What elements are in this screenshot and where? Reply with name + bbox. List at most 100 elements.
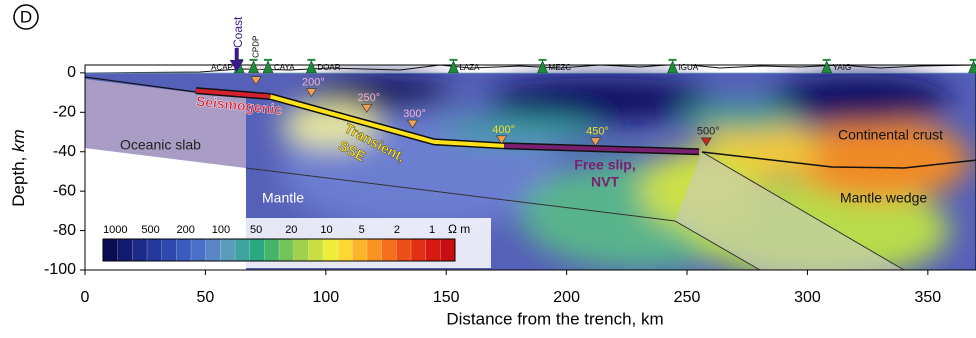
colorbar-cell [323, 239, 338, 261]
colorbar-tick-label: 5 [359, 224, 365, 236]
x-tick-label: 50 [197, 289, 215, 306]
colorbar-cell [191, 239, 206, 261]
interface-segment [503, 143, 700, 154]
plot-frame [84, 64, 976, 271]
colorbar-cell [103, 239, 118, 261]
y-axis-label: Depth, km [9, 129, 28, 206]
temperature-marker [496, 135, 508, 145]
x-tick-label: 100 [312, 289, 339, 306]
y-tick-label: -100 [44, 261, 76, 278]
colorbar-tick-label: 20 [285, 224, 297, 236]
x-tick-label: 150 [433, 289, 460, 306]
temperature-marker [406, 119, 419, 129]
colorbar-cell [264, 239, 280, 261]
colorbar-unit: Ω m [448, 222, 470, 236]
station-marker [447, 60, 459, 74]
temperature-label: 450° [586, 126, 609, 138]
temperature-marker [305, 88, 317, 98]
y-tick-label: -80 [53, 222, 76, 239]
interface-segment [195, 88, 271, 99]
region-label: Mantle [262, 190, 304, 206]
temperature-marker [700, 137, 712, 147]
resistivity-field [85, 65, 976, 270]
colorbar-frame [102, 238, 456, 262]
temperature-label: 200° [302, 76, 325, 88]
colorbar-cell [425, 239, 441, 261]
interface-segment [269, 94, 505, 148]
colorbar-tick-label: 200 [177, 224, 195, 236]
colorbar-cell [337, 239, 353, 261]
station-label: CPDP [252, 36, 261, 58]
coast-arrow-head [229, 60, 244, 72]
station-label: CAYA [274, 63, 295, 72]
station-label: MEZC [549, 63, 572, 72]
colorbar-cell [235, 239, 250, 261]
station-marker [968, 60, 976, 74]
colorbar-cell [161, 239, 177, 261]
station-marker [262, 60, 274, 74]
colorbar-cell [440, 239, 456, 261]
y-axis-label-text: Depth, [9, 152, 28, 207]
x-axis-label: Distance from the trench, km [446, 309, 663, 328]
colorbar-cell [381, 239, 397, 261]
y-tick-label: -40 [53, 143, 76, 160]
y-axis-label-unit: km [9, 129, 28, 152]
x-tick-label: 250 [674, 289, 701, 306]
station-marker [248, 60, 260, 74]
colorbar-cell [293, 239, 309, 261]
station-label: IGUA [679, 63, 699, 72]
colorbar-cell [147, 239, 162, 261]
interface-label: NVT [591, 174, 619, 190]
marks: 150°200°250°300°400° 450° 500°ACAPCPDPCAYA… [96, 16, 976, 268]
colorbar-tick-label: 2 [394, 224, 400, 236]
colorbar-cell [176, 239, 192, 261]
station-marker [667, 60, 679, 74]
panel-label: D [20, 7, 32, 26]
colorbar-tick-label: 1 [429, 224, 435, 236]
colorbar-cell [205, 239, 221, 261]
coast-label: Coast [231, 16, 245, 48]
temperature-label: 500° [697, 126, 720, 138]
y-tick-label: -60 [53, 182, 76, 199]
x-tick-label: 300 [794, 289, 821, 306]
x-tick-label: 200 [553, 289, 580, 306]
temperature-marker [589, 137, 602, 147]
colorbar-tick-label: 50 [250, 224, 262, 236]
colorbar-tick-label: 500 [141, 224, 159, 236]
station-label: DOAR [317, 63, 340, 72]
y-tick-label: 0 [67, 64, 76, 81]
station-marker [821, 60, 833, 74]
region-label: Continental crust [838, 127, 943, 143]
colorbar-cell [132, 239, 148, 261]
temperature-label: 300° [403, 108, 426, 120]
colorbar-cell [367, 239, 382, 261]
station-marker [537, 60, 548, 74]
colorbar-cell [249, 239, 265, 261]
colorbar-cell [220, 239, 236, 261]
colorbar-cell [279, 239, 294, 261]
colorbar-cell [411, 239, 426, 261]
temperature-label: 400° [492, 124, 515, 136]
colorbar-tick-label: 1000 [103, 224, 127, 236]
colorbar-cell [117, 239, 133, 261]
colorbar-cell [308, 239, 324, 261]
colorbar-tick-label: 10 [320, 224, 332, 236]
region-label: Oceanic slab [120, 137, 201, 153]
interface-label: Free slip, [574, 157, 635, 173]
station-label: LAZA [459, 63, 480, 72]
colorbar-tick-label: 100 [212, 224, 230, 236]
station-label: YAIG [833, 63, 852, 72]
colorbar-cell [396, 239, 412, 261]
station-marker [305, 60, 317, 74]
region-label: Mantle wedge [840, 190, 927, 206]
panel-badge [13, 4, 39, 30]
y-tick-label: -20 [53, 104, 76, 121]
colorbar-cell [352, 239, 368, 261]
x-tick-label: 0 [81, 289, 90, 306]
x-tick-label: 350 [914, 289, 941, 306]
temperature-marker [250, 76, 262, 86]
station-label: ACAP [211, 63, 233, 72]
temperature-label: 250° [357, 92, 380, 104]
temperature-marker [361, 104, 373, 113]
